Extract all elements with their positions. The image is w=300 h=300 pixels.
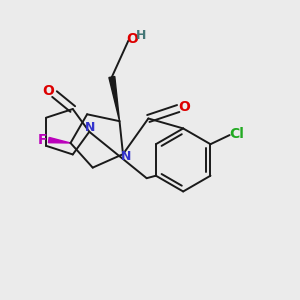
Polygon shape (109, 76, 119, 121)
Text: N: N (85, 121, 95, 134)
Text: F: F (38, 133, 48, 147)
Polygon shape (48, 137, 70, 143)
Text: O: O (126, 32, 138, 46)
Text: H: H (136, 29, 146, 42)
Text: N: N (121, 150, 131, 163)
Text: Cl: Cl (230, 127, 244, 141)
Text: O: O (178, 100, 190, 114)
Text: O: O (43, 84, 55, 98)
